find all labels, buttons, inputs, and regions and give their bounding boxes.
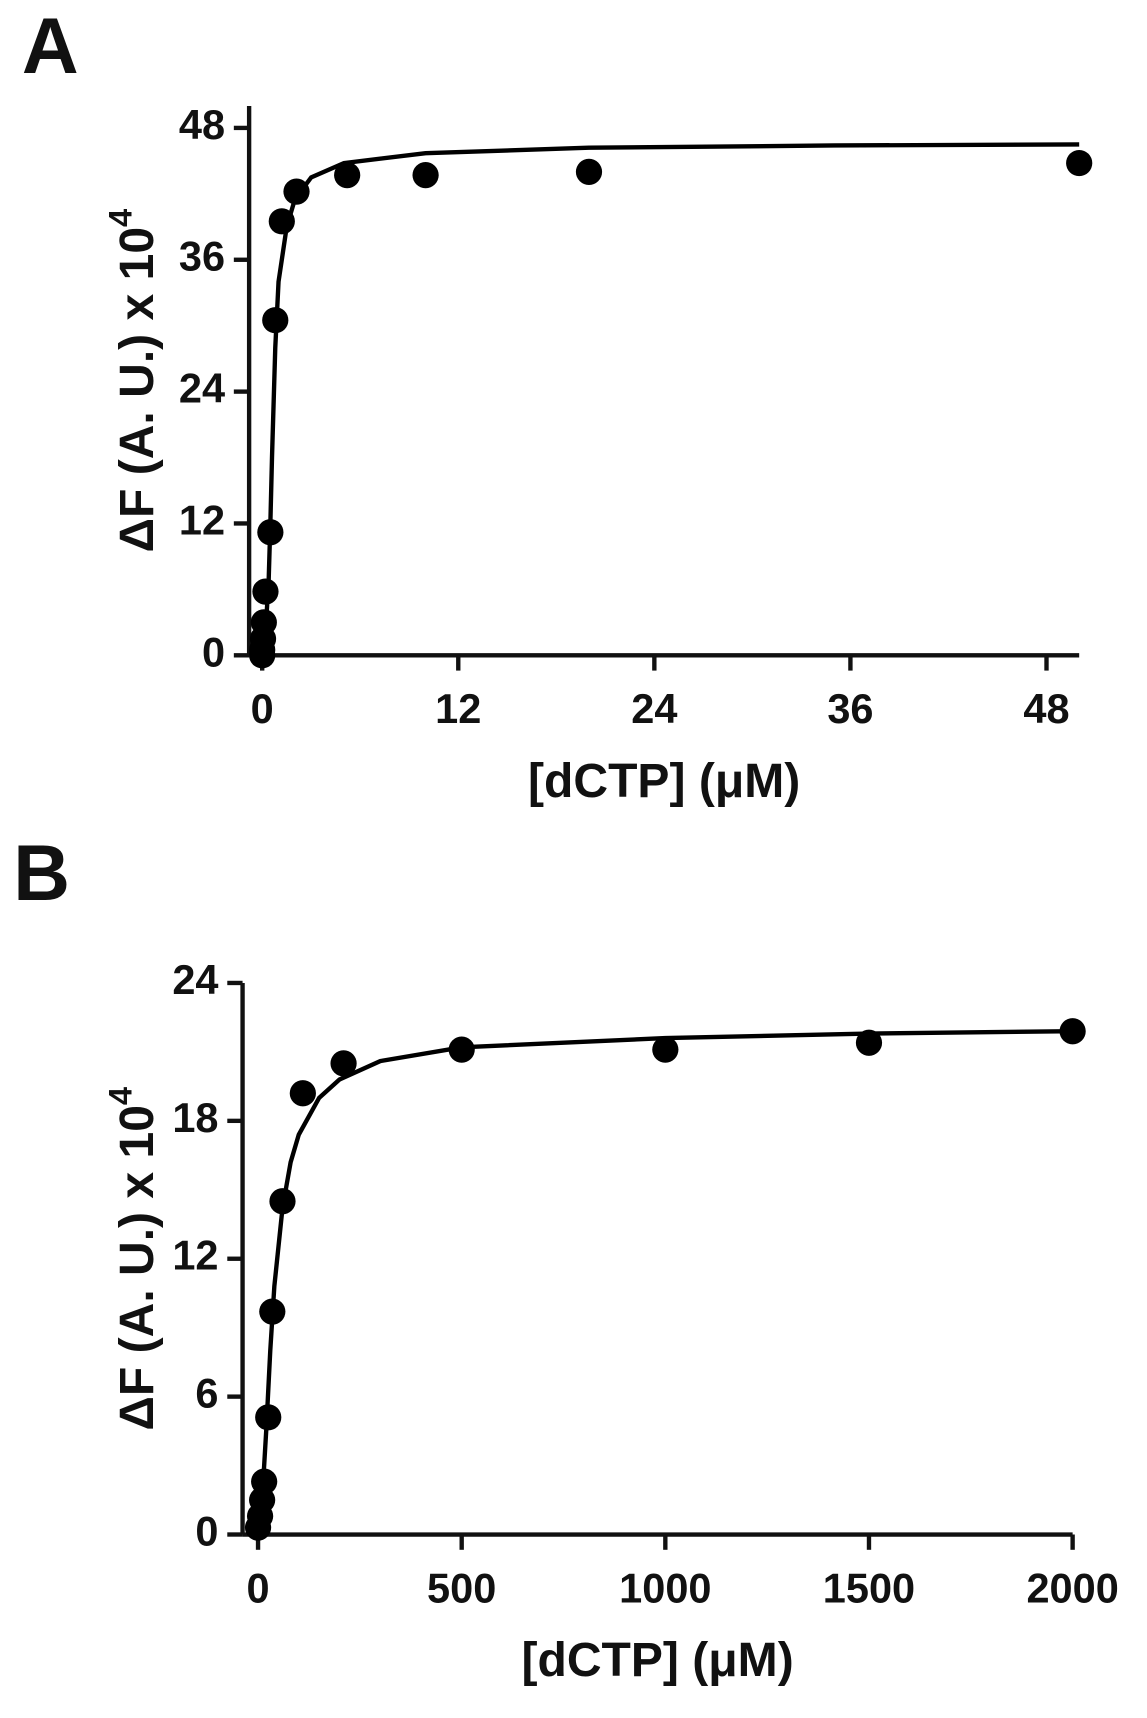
data-point (250, 609, 277, 636)
x-tick-label: 24 (631, 685, 677, 732)
y-tick-label: 0 (195, 1507, 218, 1554)
y-tick-label: 36 (179, 233, 225, 280)
y-tick-label: 24 (172, 956, 218, 1003)
y-tick-label: 48 (179, 101, 225, 148)
y-axis-label: ΔF (A. U.) x 104 (101, 208, 164, 553)
data-point (855, 1029, 883, 1056)
data-point (1066, 149, 1093, 177)
x-tick-label: 0 (246, 1564, 269, 1611)
data-point (289, 1080, 316, 1107)
y-tick-label: 6 (195, 1370, 218, 1417)
y-axis-label-sup: 4 (101, 1086, 138, 1105)
x-tick-label: 36 (827, 685, 873, 732)
fit-curve (260, 142, 1080, 656)
y-axis-label-text: ΔF (A. U.) x 10 (111, 1105, 164, 1431)
y-tick-label: 24 (179, 365, 225, 412)
y-axis-label: ΔF (A. U.) x 104 (101, 1086, 164, 1431)
data-point (412, 162, 439, 189)
data-point (652, 1036, 679, 1063)
fit-curve (255, 1029, 1073, 1535)
y-tick-label: 12 (179, 496, 225, 543)
data-point (330, 1050, 357, 1077)
data-point (268, 208, 295, 235)
data-point (334, 162, 361, 189)
data-point (269, 1188, 296, 1215)
y-axis-label-text: ΔF (A. U.) x 10 (111, 227, 164, 553)
data-point (257, 519, 284, 546)
y-tick-label: 0 (202, 628, 225, 675)
data-point (252, 578, 279, 605)
x-tick-label: 1500 (823, 1564, 915, 1611)
x-tick-label: 12 (435, 685, 481, 732)
x-tick-label: 2000 (1026, 1564, 1118, 1611)
y-tick-label: 18 (172, 1094, 218, 1141)
data-point (259, 1298, 286, 1325)
data-point (1059, 1018, 1086, 1045)
data-point (262, 307, 289, 334)
y-tick-label: 12 (172, 1232, 218, 1279)
data-point (448, 1036, 475, 1063)
x-tick-label: 0 (251, 685, 274, 732)
data-point (255, 1404, 282, 1431)
y-axis-label-sup: 4 (101, 208, 138, 227)
x-tick-label: 48 (1023, 685, 1069, 732)
x-axis-label: [dCTP] (μM) (528, 755, 800, 808)
panel-label: A (22, 2, 79, 90)
x-tick-label: 1000 (619, 1564, 711, 1611)
x-axis-label: [dCTP] (μM) (521, 1634, 793, 1687)
data-point (575, 158, 603, 185)
data-point (283, 178, 310, 205)
panel-label: B (13, 829, 70, 917)
data-point (251, 1468, 278, 1495)
x-tick-label: 500 (427, 1564, 496, 1611)
